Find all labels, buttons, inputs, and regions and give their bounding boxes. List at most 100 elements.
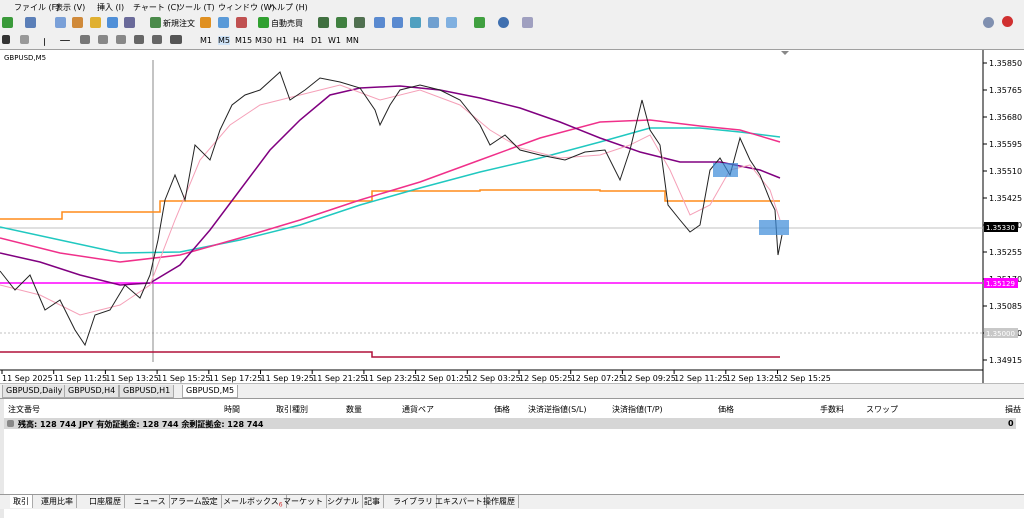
icon[interactable]: [236, 17, 247, 28]
column-header[interactable]: 取引種別: [276, 405, 308, 414]
menu-item[interactable]: 挿入 (I): [97, 3, 125, 12]
chart-tab[interactable]: GBPUSD,M5: [182, 385, 239, 398]
timeframe-button[interactable]: M1: [200, 36, 212, 45]
highlight-box: [713, 163, 738, 177]
menu-item[interactable]: ツール (T): [177, 3, 215, 12]
icon[interactable]: [354, 17, 365, 28]
price-line: [0, 71, 783, 347]
icon[interactable]: [55, 17, 66, 28]
channel-tool[interactable]: [98, 35, 108, 44]
terminal-tab[interactable]: アラーム設定: [167, 495, 222, 508]
profit: 0: [1008, 419, 1014, 428]
hline-tool[interactable]: [60, 40, 70, 41]
icon[interactable]: [410, 17, 421, 28]
notification-icon[interactable]: [1002, 16, 1013, 27]
price-tick-label: 1.35850: [989, 59, 1022, 68]
terminal-tab[interactable]: 口座履歴: [86, 495, 125, 508]
icon[interactable]: [392, 17, 403, 28]
icon[interactable]: [150, 17, 161, 28]
menu-item[interactable]: ヘルプ (H): [269, 3, 308, 12]
terminal-tab[interactable]: ライブラリ: [390, 495, 437, 508]
terminal-tab[interactable]: 操作履歴: [480, 495, 519, 508]
column-header[interactable]: 時間: [224, 405, 240, 414]
chart-tab[interactable]: GBPUSD,H1: [119, 385, 175, 398]
terminal-tab[interactable]: ニュース: [131, 495, 170, 508]
icon[interactable]: [522, 17, 533, 28]
icon[interactable]: [446, 17, 457, 28]
column-header[interactable]: 通貨ペア: [402, 405, 434, 414]
timeframe-button[interactable]: D1: [311, 36, 323, 45]
plot-area: [0, 50, 983, 383]
chart-tab[interactable]: GBPUSD,H4: [64, 385, 120, 398]
menu-item[interactable]: チャート (C): [133, 3, 180, 12]
icon[interactable]: [218, 17, 229, 28]
vline-tool[interactable]: [44, 38, 45, 46]
menu-item[interactable]: 表示 (V): [55, 3, 86, 12]
timeframe-button[interactable]: W1: [328, 36, 341, 45]
icon[interactable]: [107, 17, 118, 28]
terminal-tab[interactable]: マーケット: [280, 495, 327, 508]
icon[interactable]: [72, 17, 83, 28]
terminal-tab[interactable]: メールボックス6: [220, 495, 287, 509]
arrow-tool[interactable]: [170, 35, 182, 44]
terminal-tabs: 取引 運用比率 口座履歴 ニュース アラーム設定 メールボックス6 マーケット シグナル 記事ラ…: [0, 494, 1024, 509]
timeframe-button[interactable]: H4: [293, 36, 305, 45]
time-tick-label: 12 Sep 05:25: [519, 374, 572, 383]
price-tick-label: 1.35680: [989, 113, 1022, 122]
icon[interactable]: [498, 17, 509, 28]
timeframe-button[interactable]: M30: [255, 36, 273, 45]
menu-item[interactable]: ファイル (F): [14, 3, 60, 12]
column-header[interactable]: 価格: [494, 405, 510, 414]
icon[interactable]: [336, 17, 347, 28]
icon[interactable]: [474, 17, 485, 28]
text-tool[interactable]: [134, 35, 144, 44]
timeframe-button[interactable]: M5: [218, 36, 230, 45]
icon[interactable]: [318, 17, 329, 28]
timeframe-button[interactable]: M15: [235, 36, 253, 45]
terminal-tab[interactable]: 記事: [361, 495, 384, 508]
toolbar: M1 M5 M15 M30 H1 H4 D1 W1 MN: [0, 32, 1024, 48]
column-header[interactable]: 決済指値(T/P): [612, 405, 663, 414]
icon[interactable]: [90, 17, 101, 28]
price-axis: 1.35850 1.35765 1.35680 1.35595 1.35510 1.354…: [983, 59, 1022, 365]
orange-level: [0, 189, 780, 220]
terminal-tab[interactable]: 運用比率: [38, 495, 77, 508]
terminal-tab[interactable]: エキスパート: [432, 495, 487, 508]
search-icon[interactable]: [983, 17, 994, 28]
crosshair-tool[interactable]: [20, 35, 29, 44]
new-order-button[interactable]: 新規注文: [163, 19, 195, 28]
terminal-tab[interactable]: 取引: [10, 495, 33, 508]
column-header[interactable]: 数量: [346, 405, 362, 414]
icon[interactable]: [258, 17, 269, 28]
price-tick-label: 1.35085: [989, 302, 1022, 311]
icon[interactable]: [200, 17, 211, 28]
icon[interactable]: [25, 17, 36, 28]
icon[interactable]: [124, 17, 135, 28]
terminal-tab[interactable]: シグナル: [324, 495, 363, 508]
icon[interactable]: [2, 17, 13, 28]
trendline-tool[interactable]: [80, 35, 90, 44]
label-tool[interactable]: [152, 35, 162, 44]
icon[interactable]: [428, 17, 439, 28]
price-tick-label: 1.34915: [989, 356, 1022, 365]
time-tick-label: 12 Sep 01:25: [416, 374, 469, 383]
time-tick-label: 12 Sep 13:25: [726, 374, 779, 383]
time-tick-label: 11 Sep 2025: [2, 374, 53, 383]
column-header[interactable]: 注文番号: [8, 405, 40, 414]
column-header[interactable]: 損益: [1005, 405, 1021, 414]
chart-tab[interactable]: GBPUSD,Daily: [2, 385, 67, 398]
column-header[interactable]: スワップ: [866, 405, 898, 414]
cursor-tool[interactable]: [2, 35, 10, 44]
timeframe-button[interactable]: MN: [346, 36, 359, 45]
column-header[interactable]: 価格: [718, 405, 734, 414]
menu-item[interactable]: ウィンドウ (W): [218, 3, 275, 12]
auto-trade-button[interactable]: 自動売買: [271, 19, 303, 28]
toolbar: 新規注文 自動売買: [0, 14, 1024, 32]
time-tick-label: 11 Sep 15:25: [157, 374, 210, 383]
timeframe-button[interactable]: H1: [276, 36, 288, 45]
column-header[interactable]: 決済逆指値(S/L): [528, 405, 587, 414]
column-header[interactable]: 手数料: [820, 405, 844, 414]
icon[interactable]: [374, 17, 385, 28]
fibo-tool[interactable]: [116, 35, 126, 44]
